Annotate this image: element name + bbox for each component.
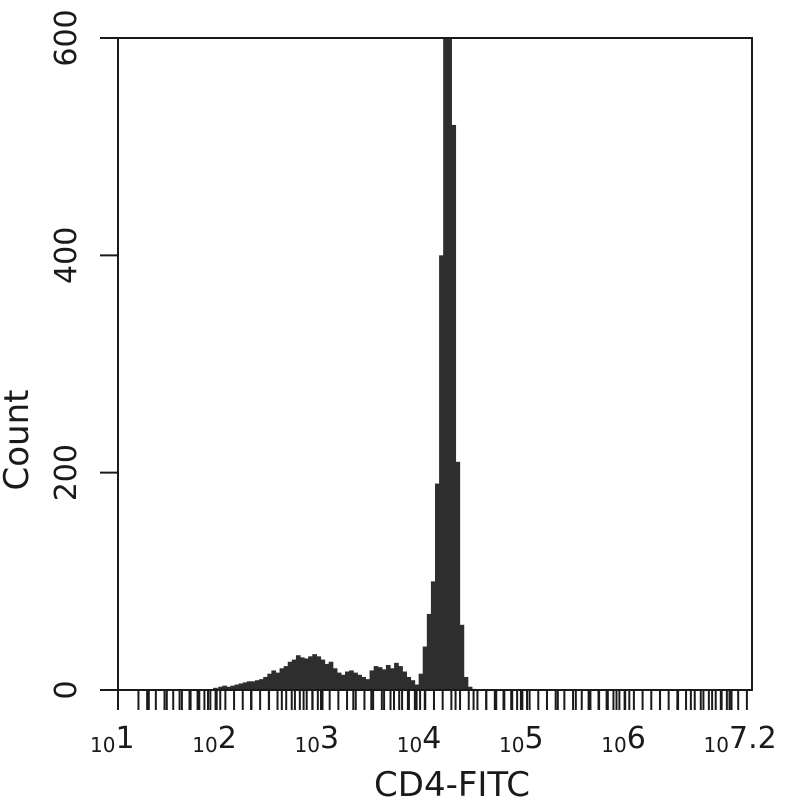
histogram-bar (242, 682, 248, 690)
histogram-bar (381, 669, 387, 690)
histogram-bar (369, 670, 375, 690)
histogram-bar (287, 661, 293, 690)
histogram-bar (414, 684, 420, 690)
histogram-bar (246, 681, 252, 690)
histogram-bar (353, 672, 358, 690)
histogram-bar (361, 676, 367, 690)
histogram-bar (422, 646, 428, 690)
y-axis-ticks: 0 200 400 600 (49, 9, 118, 700)
histogram-bar (275, 672, 281, 690)
histogram-bar (213, 687, 218, 690)
histogram-bar (283, 666, 289, 690)
histogram-bar (357, 674, 362, 690)
y-tick-label: 200 (49, 444, 84, 501)
x-tick-label: 104 (397, 721, 442, 757)
histogram-bar (222, 685, 227, 690)
y-tick-label: 400 (49, 227, 84, 284)
histogram-bar (271, 670, 277, 690)
y-axis-title: Count (0, 390, 37, 491)
histogram-bar (259, 679, 264, 690)
x-tick-label: 101 (90, 721, 135, 757)
histogram-bar (291, 659, 297, 690)
histogram-bar (463, 676, 469, 690)
y-tick-label: 600 (49, 9, 84, 66)
histogram-bar (250, 681, 256, 690)
histogram-bar (459, 624, 465, 690)
histogram-bar (312, 654, 317, 690)
histogram-bar (336, 672, 342, 690)
histogram-bar (308, 656, 313, 690)
histogram-bars (213, 38, 477, 691)
x-tick-label: 103 (295, 721, 340, 757)
x-axis-title: CD4-FITC (374, 765, 530, 800)
histogram-bar (373, 666, 379, 690)
histogram-bar (394, 662, 399, 690)
histogram-bar (218, 686, 223, 690)
histogram-bar (455, 461, 461, 690)
histogram-bar (267, 673, 272, 690)
x-tick-label: 102 (192, 721, 237, 757)
histogram-bar (234, 684, 240, 690)
histogram-bar (402, 671, 407, 690)
histogram-bar (447, 38, 452, 690)
histogram-bar (345, 671, 350, 690)
x-tick-label: 105 (499, 721, 544, 757)
histogram-bar (324, 663, 330, 690)
histogram-bar (230, 685, 236, 690)
x-axis-tick-labels: 101 102 103 104 105 106 107.2 (90, 721, 777, 757)
histogram-bar (406, 676, 412, 690)
histogram-bar (451, 124, 457, 690)
x-tick-label: 107.2 (704, 721, 777, 757)
x-axis-minor-ticks (117, 690, 748, 710)
histogram-bar (300, 657, 305, 690)
histogram-bar (467, 686, 473, 690)
histogram-bar (443, 38, 448, 690)
histogram-bar (226, 686, 232, 690)
histogram-bar (385, 665, 391, 690)
y-tick-label: 0 (49, 680, 84, 699)
histogram-bar (340, 674, 346, 690)
histogram-bar (377, 667, 383, 690)
histogram-bar (426, 613, 432, 690)
histogram-bar (316, 656, 322, 690)
histogram-bar (332, 668, 338, 690)
histogram-bar (390, 668, 395, 690)
plot-frame (117, 37, 753, 691)
histogram-bar (255, 680, 260, 690)
histogram-bar (320, 659, 326, 690)
histogram-bar (328, 661, 334, 690)
histogram-bar (349, 670, 354, 690)
histogram-bar (279, 668, 285, 690)
histogram-bar (238, 683, 244, 690)
histogram-bar (295, 655, 301, 690)
x-tick-label: 106 (601, 721, 646, 757)
histogram-bar (439, 255, 444, 691)
histogram-bar (398, 666, 403, 690)
histogram-bar (418, 673, 424, 690)
histogram-bar (365, 679, 371, 690)
histogram-bar (435, 483, 440, 690)
histogram-bar (304, 658, 309, 690)
histogram-bar (430, 581, 436, 690)
histogram-bar (263, 676, 268, 690)
histogram-bar (410, 680, 416, 690)
